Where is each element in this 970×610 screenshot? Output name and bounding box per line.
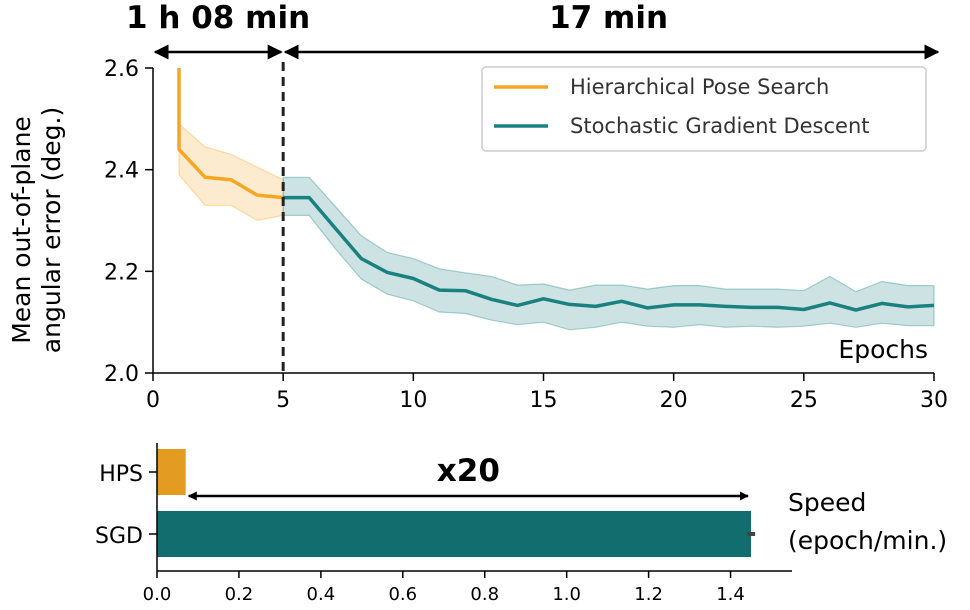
x-tick-label: 25 [790, 388, 818, 413]
y-axis-title-line2: angular error (deg.) [37, 107, 66, 353]
x-axis-ticks: 0 5 10 15 20 25 30 [146, 373, 948, 413]
y-axis-title-line1: Mean out-of-plane [7, 116, 36, 344]
legend-frame [481, 66, 927, 152]
x-tick-label: 30 [920, 388, 948, 413]
x-axis-title: Epochs [838, 335, 928, 364]
category-label-sgd: SGD [95, 524, 143, 549]
speedup-label: x20 [437, 453, 500, 489]
bar-hps [157, 449, 186, 495]
y-tick-label: 2.0 [104, 362, 139, 387]
sgd-time-label: 17 min [549, 0, 668, 36]
legend-label-sgd: Stochastic Gradient Descent [570, 114, 870, 138]
y-tick-label: 2.6 [104, 57, 139, 82]
speed-bar-chart: 0.0 0.2 0.4 0.6 0.8 1.0 1.2 1.4 HPS SGD x20 Spee… [95, 443, 947, 605]
y-tick-label: 2.4 [104, 159, 139, 184]
bar-x-tick-label: 0.4 [307, 584, 336, 605]
legend: Hierarchical Pose Search Stochastic Grad… [481, 66, 927, 152]
bar-x-tick-label: 0.0 [143, 584, 172, 605]
bar-x-tick-label: 1.0 [552, 584, 581, 605]
y-tick-label: 2.2 [104, 260, 139, 285]
x-tick-label: 15 [530, 388, 558, 413]
series-line-1 [283, 195, 935, 312]
x-tick-label: 0 [146, 388, 160, 413]
bar-x-tick-label: 0.8 [470, 584, 499, 605]
line-chart: 0 5 10 15 20 25 30 2.0 2.2 2.4 2.6 Epochs Mean ou… [7, 0, 948, 413]
bar-x-tick-label: 1.2 [634, 584, 663, 605]
series-lines [177, 68, 935, 312]
confidence-band-1 [282, 176, 935, 331]
bar-x-tick-label: 0.6 [388, 584, 417, 605]
x-tick-label: 10 [399, 388, 427, 413]
y-axis-ticks: 2.0 2.2 2.4 2.6 [104, 57, 153, 387]
bar-x-axis-title-line1: Speed [788, 488, 866, 517]
y-axis-title: Mean out-of-plane angular error (deg.) [7, 107, 66, 353]
bar-category-ticks: HPS SGD [95, 462, 157, 549]
series-line-0 [177, 68, 284, 200]
bar-x-axis-title-line2: (epoch/min.) [788, 526, 947, 555]
bar-x-axis-ticks: 0.0 0.2 0.4 0.6 0.8 1.0 1.2 1.4 [143, 571, 745, 605]
legend-label-hps: Hierarchical Pose Search [570, 75, 829, 99]
hps-time-label: 1 h 08 min [126, 0, 310, 36]
bar-x-tick-label: 0.2 [225, 584, 254, 605]
x-tick-label: 5 [276, 388, 290, 413]
x-tick-label: 20 [660, 388, 688, 413]
time-annotations: 1 h 08 min 17 min [126, 0, 940, 60]
category-label-hps: HPS [99, 462, 143, 487]
speed-bars [157, 449, 756, 557]
bar-x-tick-label: 1.4 [716, 584, 745, 605]
bar-sgd [157, 511, 752, 557]
